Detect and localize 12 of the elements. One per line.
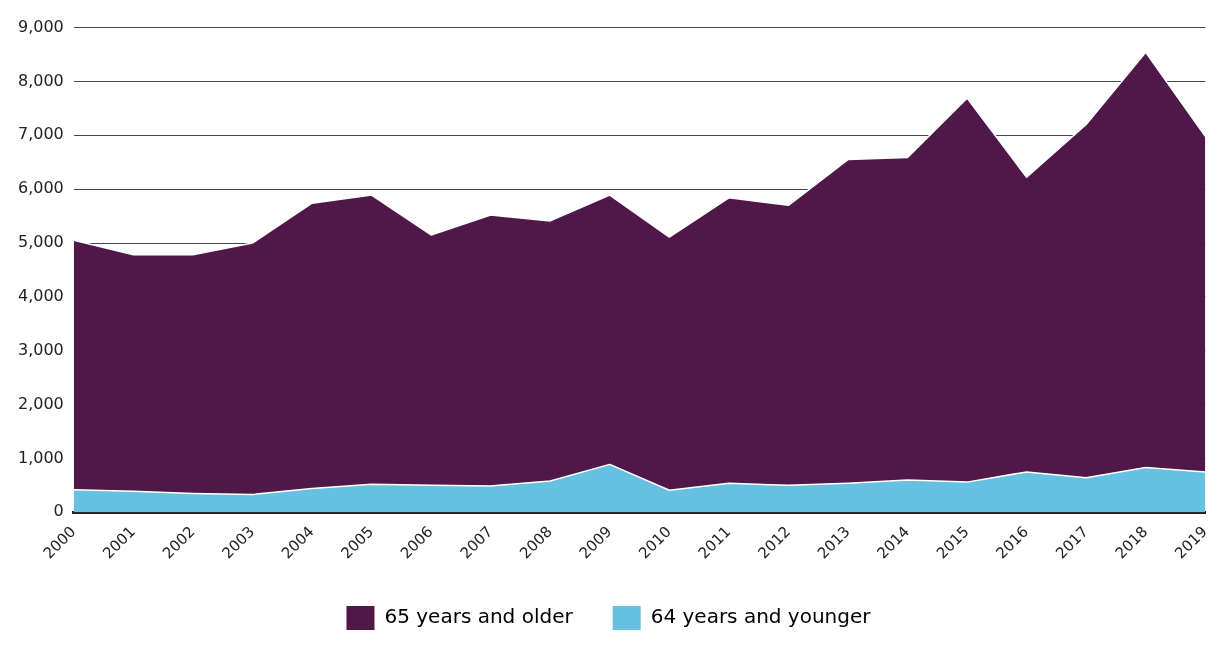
legend-label: 64 years and younger [650,604,872,629]
legend-label: 65 years and older [384,604,574,629]
y-tick-label: 0 [53,501,64,521]
y-tick-label: 5,000 [17,232,64,252]
y-tick-label: 6,000 [17,178,64,198]
y-tick-label: 8,000 [17,70,64,90]
y-tick-label: 1,000 [17,447,64,467]
y-tick-label: 7,000 [17,124,64,144]
y-tick-label: 3,000 [17,339,64,359]
y-tick-label: 4,000 [17,286,64,306]
y-tick-label: 9,000 [17,16,64,36]
y-tick-label: 2,000 [17,393,64,413]
